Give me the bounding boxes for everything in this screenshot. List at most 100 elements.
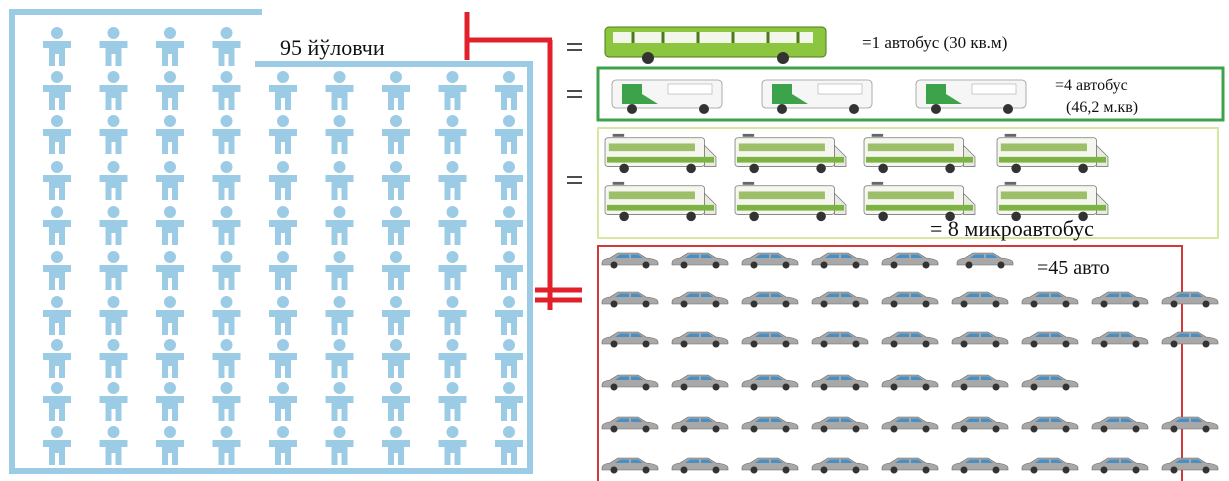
car-icon [742, 253, 798, 269]
person-icon [100, 71, 128, 110]
person-icon [43, 27, 71, 66]
person-icon [439, 206, 467, 245]
person-icon [100, 339, 128, 378]
person-icon [156, 382, 184, 421]
car-icon [742, 375, 798, 391]
person-icon [439, 161, 467, 200]
person-icon [43, 339, 71, 378]
people-grid [43, 27, 523, 465]
person-icon [156, 115, 184, 154]
person-icon [43, 206, 71, 245]
person-icon [439, 339, 467, 378]
person-icon [213, 426, 241, 465]
person-icon [439, 426, 467, 465]
person-icon [495, 206, 523, 245]
person-icon [156, 71, 184, 110]
person-icon [326, 339, 354, 378]
person-icon [495, 382, 523, 421]
person-icon [213, 27, 241, 66]
minibus-grid [605, 134, 1108, 221]
person-icon [495, 251, 523, 290]
person-icon [382, 161, 410, 200]
car-icon [742, 417, 798, 433]
person-icon [43, 296, 71, 335]
bus [916, 80, 1026, 114]
bus [612, 80, 722, 114]
car-icon [1162, 417, 1218, 433]
person-icon [43, 71, 71, 110]
person-icon [100, 206, 128, 245]
person-icon [269, 251, 297, 290]
person-icon [269, 296, 297, 335]
person-icon [100, 426, 128, 465]
car-icon [882, 292, 938, 308]
person-icon [100, 296, 128, 335]
person-icon [495, 296, 523, 335]
person-icon [156, 27, 184, 66]
car-icon [957, 253, 1013, 269]
car-icon [742, 458, 798, 474]
car-icon [882, 458, 938, 474]
person-icon [495, 426, 523, 465]
person-icon [213, 115, 241, 154]
person-icon [326, 296, 354, 335]
car-icon [1092, 417, 1148, 433]
car-icon [952, 458, 1008, 474]
person-icon [269, 382, 297, 421]
minibus-icon [605, 134, 716, 173]
person-icon [326, 115, 354, 154]
car-icon [1022, 458, 1078, 474]
person-icon [156, 206, 184, 245]
person-icon [382, 339, 410, 378]
car-icon [882, 332, 938, 348]
minibus-icon [735, 182, 846, 221]
person-icon [213, 339, 241, 378]
car-icon [952, 417, 1008, 433]
person-icon [213, 161, 241, 200]
person-icon [382, 296, 410, 335]
person-icon [269, 206, 297, 245]
minibus-icon [735, 134, 846, 173]
person-icon [439, 382, 467, 421]
person-icon [100, 251, 128, 290]
person-icon [43, 426, 71, 465]
person-icon [382, 115, 410, 154]
person-icon [156, 339, 184, 378]
car-icon [672, 417, 728, 433]
car-icon [672, 458, 728, 474]
car-icon [882, 253, 938, 269]
person-icon [43, 115, 71, 154]
person-icon [439, 251, 467, 290]
equivalent-label: = 8 микроавтобус [930, 216, 1094, 241]
car-icon [1092, 292, 1148, 308]
person-icon [382, 382, 410, 421]
person-icon [269, 339, 297, 378]
person-icon [43, 251, 71, 290]
person-icon [269, 71, 297, 110]
person-icon [269, 161, 297, 200]
minibus-icon [864, 134, 975, 173]
car-icon [1022, 332, 1078, 348]
car-grid [602, 253, 1218, 474]
person-icon [269, 426, 297, 465]
car-box [598, 246, 1182, 481]
person-icon [43, 382, 71, 421]
person-icon [326, 382, 354, 421]
person-icon [326, 71, 354, 110]
bus [762, 80, 872, 114]
person-icon [382, 206, 410, 245]
person-icon [439, 115, 467, 154]
car-icon [882, 417, 938, 433]
car-icon [1022, 375, 1078, 391]
car-icon [882, 375, 938, 391]
passenger-label: 95 йўловчи [280, 35, 385, 60]
person-icon [213, 382, 241, 421]
person-icon [326, 251, 354, 290]
car-icon [672, 292, 728, 308]
car-icon [742, 292, 798, 308]
person-icon [439, 296, 467, 335]
person-icon [382, 71, 410, 110]
infographic: 95 йўловчи =1 автобус (30 кв.м) =4 автоб… [0, 0, 1229, 481]
car-icon [812, 253, 868, 269]
car-icon [672, 332, 728, 348]
